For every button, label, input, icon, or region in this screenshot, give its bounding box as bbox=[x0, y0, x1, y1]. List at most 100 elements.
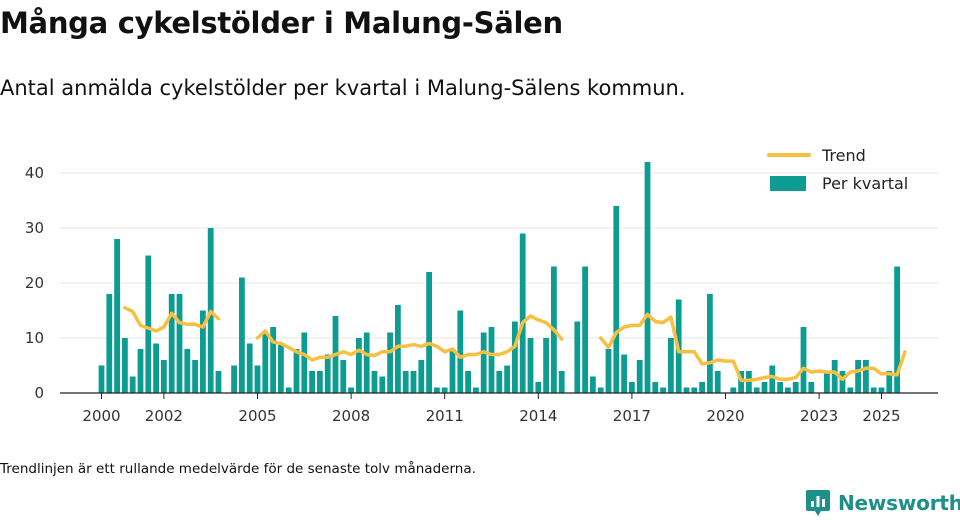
bar bbox=[254, 365, 261, 393]
y-tick-label: 10 bbox=[25, 329, 44, 347]
trend-line bbox=[598, 312, 907, 383]
bar bbox=[200, 310, 206, 393]
bar bbox=[683, 387, 690, 393]
x-tick-label: 2025 bbox=[862, 407, 900, 425]
bar bbox=[434, 387, 440, 393]
footnote: Trendlinjen är ett rullande medelvärde f… bbox=[0, 461, 476, 477]
bar bbox=[527, 338, 534, 393]
bar bbox=[839, 371, 846, 393]
bar bbox=[114, 239, 120, 393]
bar bbox=[894, 266, 900, 393]
bar bbox=[621, 354, 627, 393]
bar bbox=[363, 332, 370, 393]
x-tick-label: 2020 bbox=[706, 407, 744, 425]
bar bbox=[168, 294, 175, 393]
bar bbox=[543, 338, 549, 393]
y-tick-label: 0 bbox=[34, 384, 44, 402]
bar bbox=[324, 354, 331, 393]
bar bbox=[777, 382, 783, 393]
bar bbox=[660, 387, 666, 393]
bar bbox=[410, 371, 417, 393]
bar-series bbox=[98, 162, 900, 393]
bar bbox=[878, 387, 885, 393]
bar bbox=[613, 206, 620, 393]
bar bbox=[192, 360, 198, 393]
bar bbox=[504, 365, 510, 393]
bar bbox=[870, 387, 877, 393]
bar bbox=[714, 371, 721, 393]
chart-title: Många cykelstölder i Malung-Sälen bbox=[0, 6, 563, 40]
bar bbox=[761, 382, 768, 393]
y-axis: 0 10 20 30 40 bbox=[25, 164, 44, 402]
bar bbox=[129, 376, 136, 393]
bar bbox=[855, 360, 861, 393]
bar bbox=[473, 387, 479, 393]
bar bbox=[582, 266, 588, 393]
bar bbox=[340, 360, 347, 393]
y-tick-label: 40 bbox=[25, 164, 44, 182]
bar bbox=[317, 371, 323, 393]
bar bbox=[122, 338, 128, 393]
bar bbox=[785, 387, 791, 393]
bar bbox=[831, 360, 838, 393]
bar bbox=[106, 294, 113, 393]
bar bbox=[886, 371, 893, 393]
brand-logo[interactable]: Newsworthy bbox=[805, 488, 960, 518]
bar bbox=[590, 376, 596, 393]
bar bbox=[270, 327, 276, 393]
bar bbox=[496, 371, 503, 393]
legend-trend-label: Trend bbox=[821, 146, 866, 165]
bar bbox=[449, 349, 456, 393]
bar bbox=[231, 365, 237, 393]
x-tick-label: 2023 bbox=[800, 407, 838, 425]
x-tick-label: 2017 bbox=[613, 407, 651, 425]
bar bbox=[426, 272, 432, 393]
trend-series bbox=[123, 306, 907, 383]
bar bbox=[161, 360, 167, 393]
bar bbox=[379, 376, 386, 393]
bar bbox=[808, 382, 815, 393]
bar bbox=[395, 305, 401, 393]
bar bbox=[137, 349, 144, 393]
bar bbox=[652, 382, 659, 393]
bar bbox=[309, 371, 315, 393]
bar bbox=[262, 332, 269, 393]
trend-line bbox=[123, 306, 221, 333]
bar bbox=[847, 387, 854, 393]
bar bbox=[629, 382, 635, 393]
x-tick-label: 2014 bbox=[519, 407, 557, 425]
bar bbox=[278, 343, 284, 393]
bar bbox=[769, 365, 776, 393]
x-tick-label: 2008 bbox=[332, 407, 370, 425]
bar bbox=[636, 360, 643, 393]
trend-line bbox=[255, 314, 564, 362]
bar bbox=[707, 294, 713, 393]
bar bbox=[753, 387, 760, 393]
x-tick-label: 2005 bbox=[238, 407, 276, 425]
bar bbox=[402, 371, 409, 393]
bar bbox=[824, 371, 830, 393]
bar bbox=[730, 387, 737, 393]
bar bbox=[668, 338, 674, 393]
bar bbox=[597, 387, 604, 393]
bar bbox=[535, 382, 542, 393]
bar bbox=[176, 294, 183, 393]
bar bbox=[457, 310, 464, 393]
bar bbox=[512, 321, 518, 393]
bar bbox=[98, 365, 105, 393]
x-tick-label: 2011 bbox=[426, 407, 464, 425]
bar bbox=[574, 321, 581, 393]
bar bbox=[348, 387, 354, 393]
bar bbox=[301, 332, 308, 393]
bar bbox=[488, 327, 495, 393]
newsworthy-logo-icon bbox=[806, 490, 830, 516]
bar bbox=[371, 371, 378, 393]
bar bbox=[441, 387, 448, 393]
bar bbox=[184, 349, 191, 393]
bar bbox=[387, 332, 393, 393]
brand-name: Newsworthy bbox=[838, 491, 960, 515]
bar bbox=[145, 255, 152, 393]
bar bbox=[293, 349, 300, 393]
bar bbox=[558, 371, 565, 393]
